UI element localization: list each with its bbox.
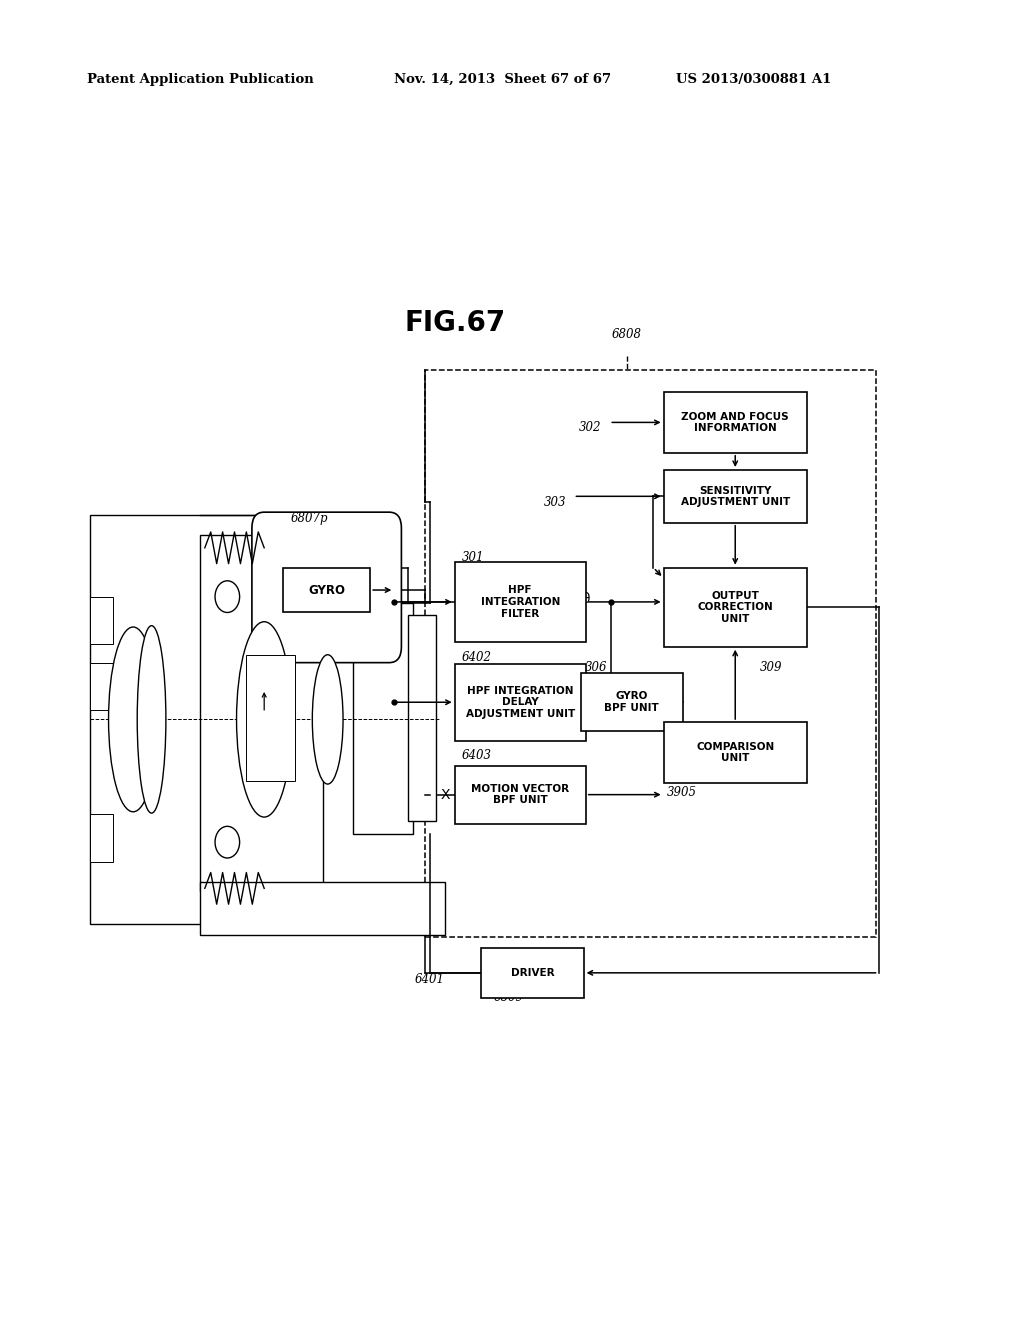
- Text: COMPARISON
UNIT: COMPARISON UNIT: [696, 742, 774, 763]
- FancyBboxPatch shape: [200, 882, 445, 935]
- Ellipse shape: [109, 627, 158, 812]
- FancyBboxPatch shape: [90, 663, 113, 710]
- FancyBboxPatch shape: [581, 673, 683, 731]
- FancyBboxPatch shape: [408, 615, 436, 821]
- Ellipse shape: [137, 626, 166, 813]
- FancyBboxPatch shape: [455, 562, 586, 642]
- Text: FIG.67: FIG.67: [404, 309, 506, 338]
- Text: DRIVER: DRIVER: [511, 968, 554, 978]
- Text: Patent Application Publication: Patent Application Publication: [87, 73, 313, 86]
- Ellipse shape: [312, 655, 343, 784]
- Circle shape: [215, 826, 240, 858]
- FancyBboxPatch shape: [200, 535, 323, 891]
- FancyBboxPatch shape: [90, 515, 259, 924]
- Text: X: X: [440, 788, 451, 801]
- Text: Nov. 14, 2013  Sheet 67 of 67: Nov. 14, 2013 Sheet 67 of 67: [394, 73, 611, 86]
- Text: MOTION VECTOR
BPF UNIT: MOTION VECTOR BPF UNIT: [471, 784, 569, 805]
- Text: 6808: 6808: [611, 327, 642, 341]
- Text: 6401: 6401: [415, 973, 444, 986]
- Text: 309: 309: [760, 661, 782, 675]
- Text: GYRO: GYRO: [308, 583, 345, 597]
- Text: HPF
INTEGRATION
FILTER: HPF INTEGRATION FILTER: [480, 585, 560, 619]
- FancyBboxPatch shape: [455, 766, 586, 824]
- Text: OUTPUT
CORRECTION
UNIT: OUTPUT CORRECTION UNIT: [697, 590, 773, 624]
- Text: ZOOM AND FOCUS
INFORMATION: ZOOM AND FOCUS INFORMATION: [681, 412, 790, 433]
- Text: 3905: 3905: [667, 785, 696, 799]
- FancyBboxPatch shape: [455, 664, 586, 741]
- Text: 6809: 6809: [494, 991, 524, 1005]
- Text: 6403: 6403: [462, 748, 492, 762]
- Text: HPF INTEGRATION
DELAY
ADJUSTMENT UNIT: HPF INTEGRATION DELAY ADJUSTMENT UNIT: [466, 685, 574, 719]
- Text: GYRO
BPF UNIT: GYRO BPF UNIT: [604, 692, 659, 713]
- Text: 302: 302: [579, 421, 601, 434]
- Ellipse shape: [237, 622, 292, 817]
- FancyBboxPatch shape: [252, 512, 401, 663]
- FancyBboxPatch shape: [90, 597, 113, 644]
- FancyBboxPatch shape: [664, 470, 807, 523]
- FancyBboxPatch shape: [481, 948, 584, 998]
- FancyBboxPatch shape: [246, 655, 295, 781]
- Text: 303: 303: [544, 496, 566, 510]
- Text: 306: 306: [585, 661, 607, 675]
- FancyBboxPatch shape: [664, 568, 807, 647]
- Text: 301: 301: [462, 550, 484, 564]
- Text: 6402: 6402: [462, 651, 492, 664]
- Text: θ: θ: [582, 693, 590, 706]
- Text: θ: θ: [582, 593, 590, 606]
- FancyBboxPatch shape: [90, 814, 113, 862]
- FancyBboxPatch shape: [283, 568, 371, 612]
- FancyBboxPatch shape: [664, 722, 807, 783]
- Text: SENSITIVITY
ADJUSTMENT UNIT: SENSITIVITY ADJUSTMENT UNIT: [681, 486, 790, 507]
- Circle shape: [215, 581, 240, 612]
- FancyBboxPatch shape: [353, 603, 413, 834]
- Text: 6807p: 6807p: [291, 512, 328, 525]
- FancyBboxPatch shape: [664, 392, 807, 453]
- Text: US 2013/0300881 A1: US 2013/0300881 A1: [676, 73, 831, 86]
